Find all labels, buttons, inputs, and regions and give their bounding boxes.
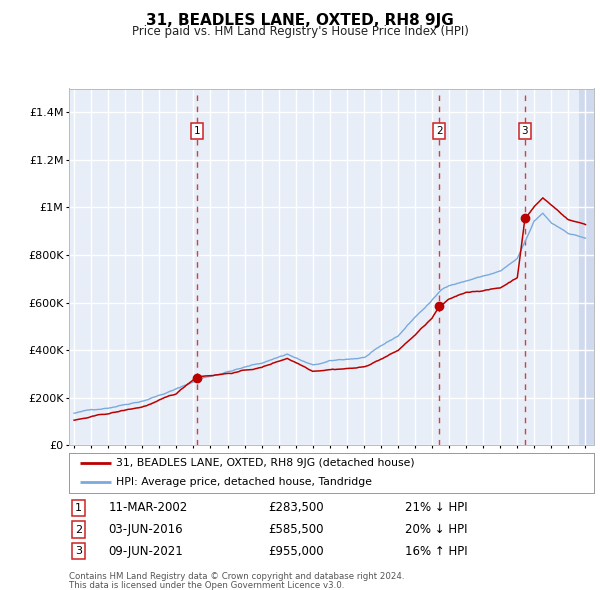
Text: 2: 2 — [75, 525, 82, 535]
Text: 1: 1 — [194, 126, 200, 136]
Text: This data is licensed under the Open Government Licence v3.0.: This data is licensed under the Open Gov… — [69, 581, 344, 589]
Text: 09-JUN-2021: 09-JUN-2021 — [109, 545, 183, 558]
Text: 03-JUN-2016: 03-JUN-2016 — [109, 523, 183, 536]
Text: 11-MAR-2002: 11-MAR-2002 — [109, 502, 188, 514]
Text: 1: 1 — [75, 503, 82, 513]
Text: £955,000: £955,000 — [269, 545, 324, 558]
Bar — [578, 88, 594, 445]
Text: Contains HM Land Registry data © Crown copyright and database right 2024.: Contains HM Land Registry data © Crown c… — [69, 572, 404, 581]
Text: 31, BEADLES LANE, OXTED, RH8 9JG (detached house): 31, BEADLES LANE, OXTED, RH8 9JG (detach… — [116, 458, 415, 468]
Text: £585,500: £585,500 — [269, 523, 324, 536]
Text: 21% ↓ HPI: 21% ↓ HPI — [405, 502, 467, 514]
Text: £283,500: £283,500 — [269, 502, 324, 514]
Text: HPI: Average price, detached house, Tandridge: HPI: Average price, detached house, Tand… — [116, 477, 372, 487]
Text: 16% ↑ HPI: 16% ↑ HPI — [405, 545, 467, 558]
Text: Price paid vs. HM Land Registry's House Price Index (HPI): Price paid vs. HM Land Registry's House … — [131, 25, 469, 38]
Text: 3: 3 — [75, 546, 82, 556]
Text: 31, BEADLES LANE, OXTED, RH8 9JG: 31, BEADLES LANE, OXTED, RH8 9JG — [146, 13, 454, 28]
Text: 20% ↓ HPI: 20% ↓ HPI — [405, 523, 467, 536]
Text: 3: 3 — [521, 126, 528, 136]
Text: 2: 2 — [436, 126, 443, 136]
